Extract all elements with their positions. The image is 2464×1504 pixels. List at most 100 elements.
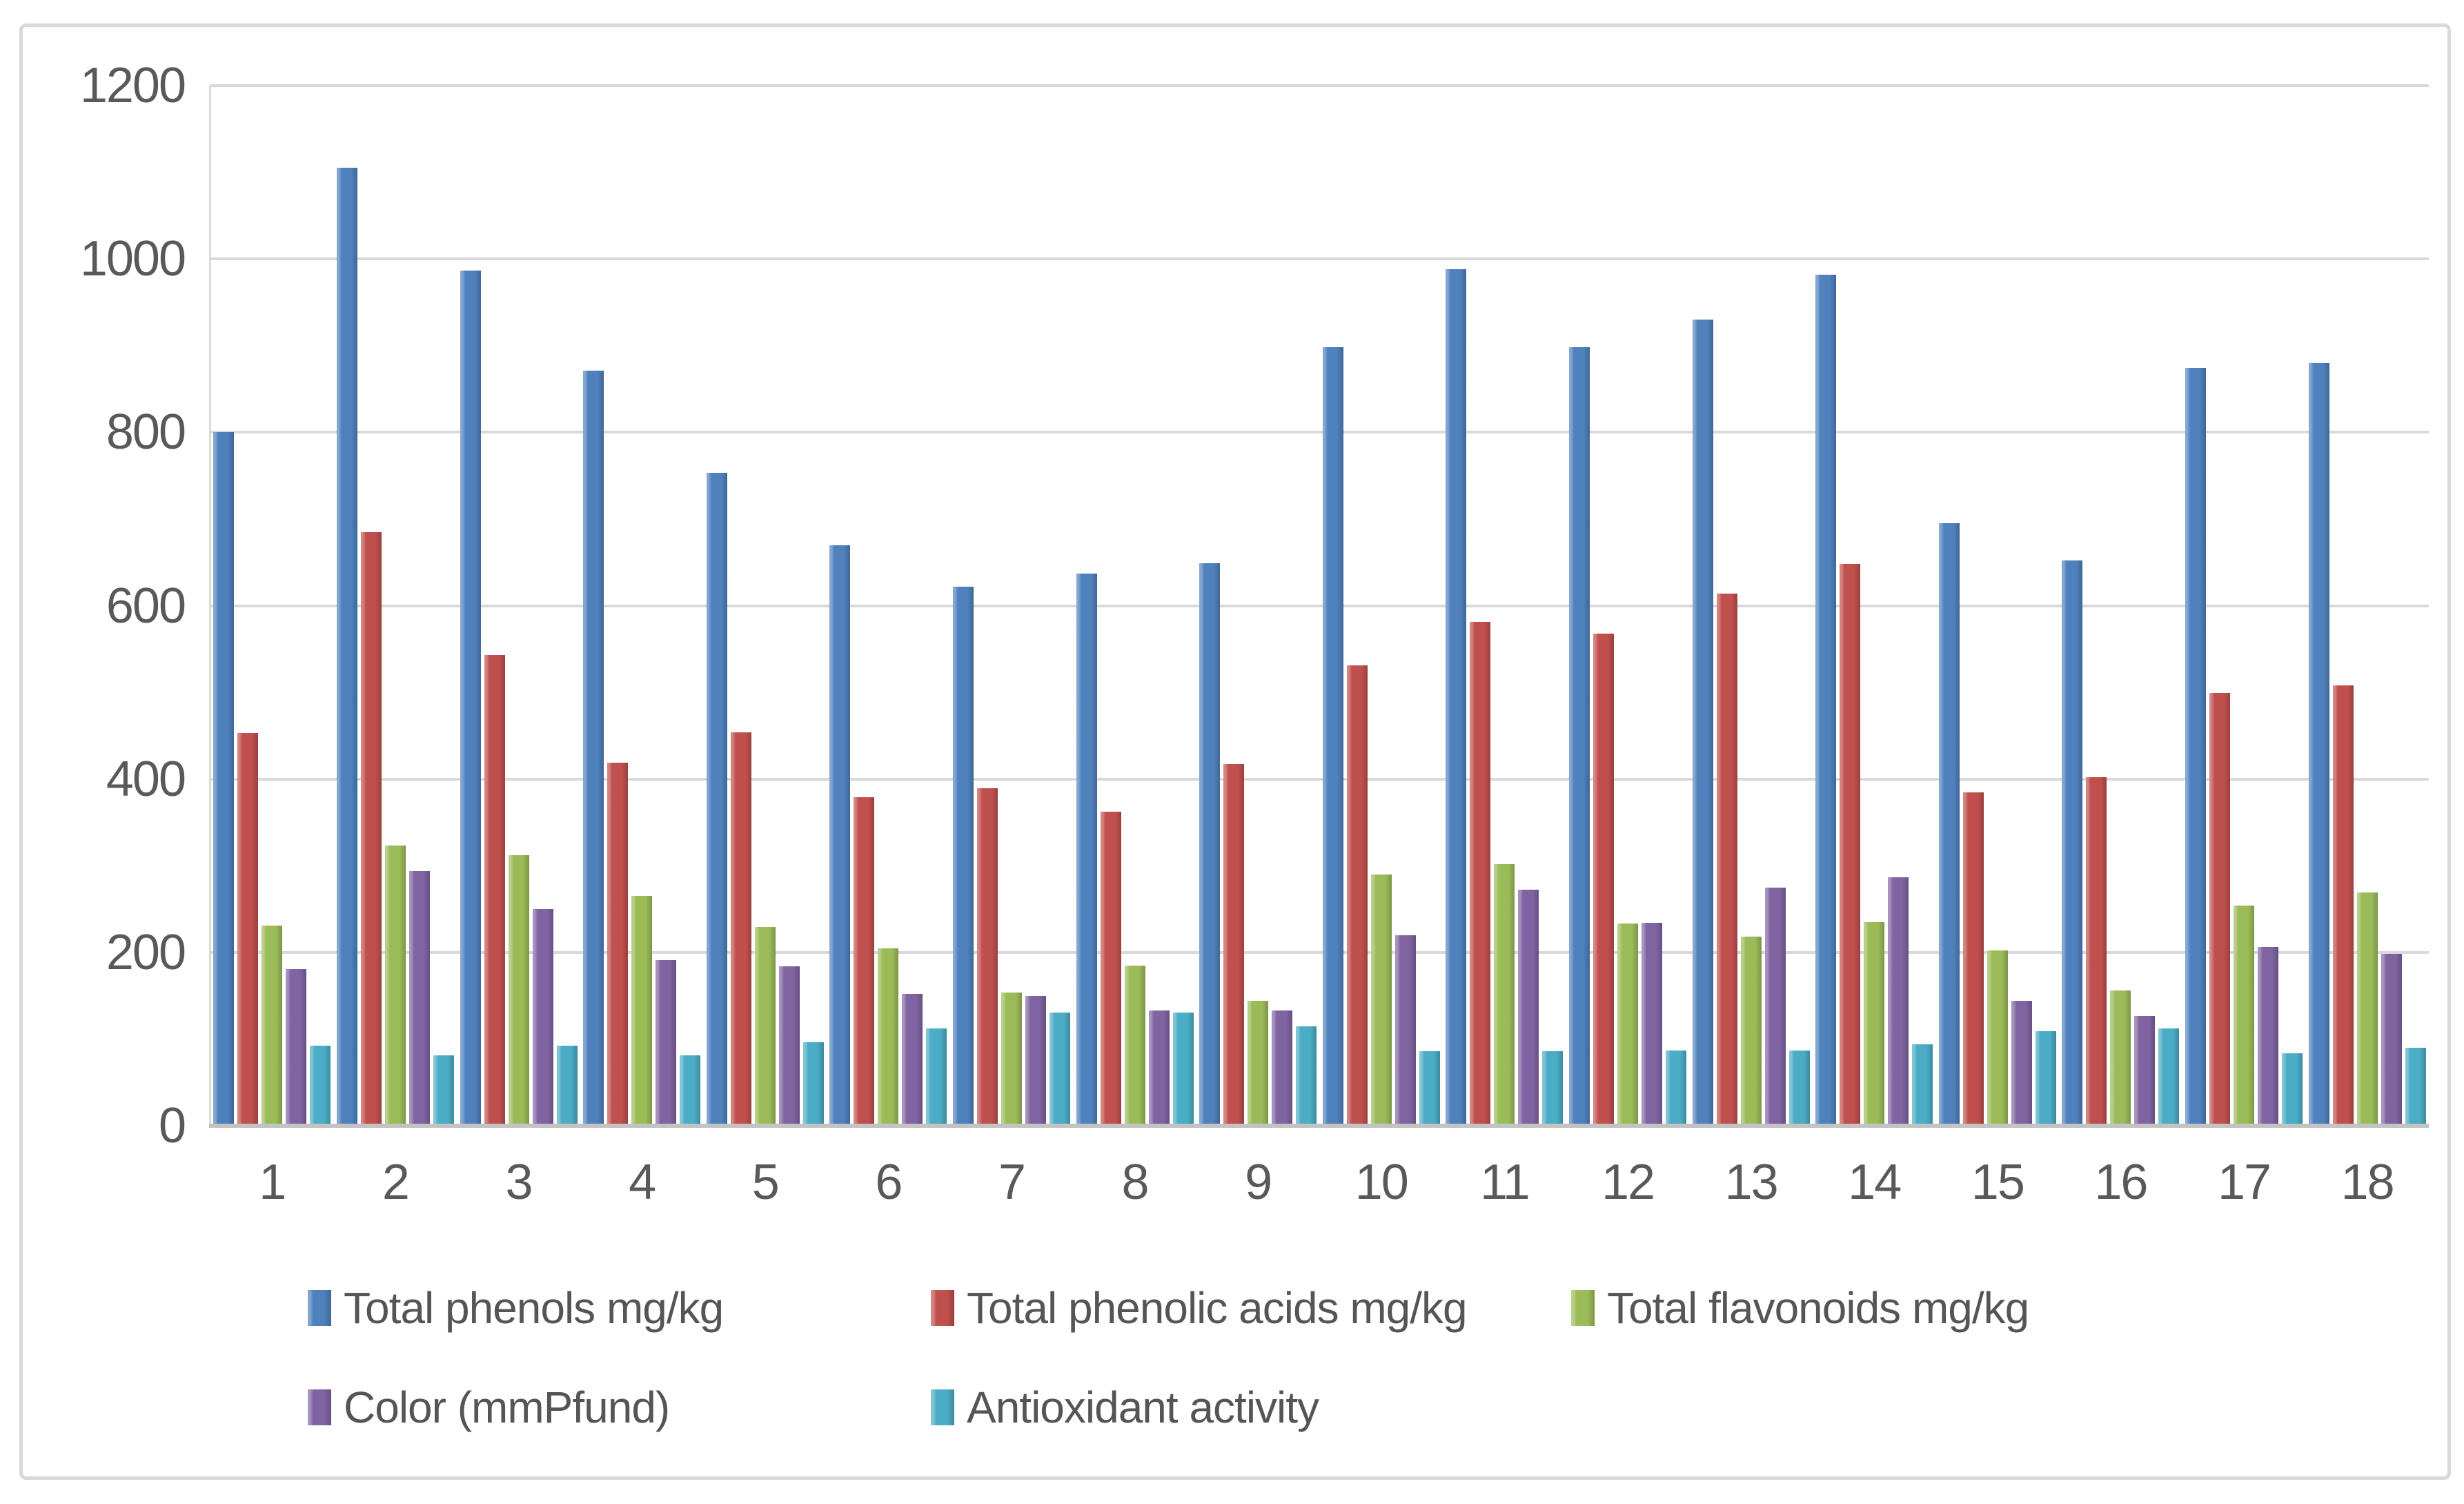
x-axis-category-label: 7	[998, 1155, 1026, 1210]
x-axis-category-label: 1	[259, 1155, 286, 1210]
bar-total-phenolic-acids-mg-kg-10	[1346, 665, 1368, 1126]
bar-group-14	[1813, 86, 1936, 1126]
bar-antioxidant-activity-16	[2158, 1028, 2180, 1126]
bar-total-phenolic-acids-mg-kg-9	[1223, 764, 1245, 1126]
bar-total-phenols-mg-kg-3	[460, 270, 481, 1126]
bar-antioxidant-activity-4	[680, 1055, 701, 1126]
bar-antioxidant-activity-18	[2405, 1047, 2426, 1126]
bar-group-13	[1689, 86, 1813, 1126]
gridline-600	[210, 604, 2429, 607]
legend-swatch-color-mmpfund	[308, 1389, 331, 1425]
bar-total-phenolic-acids-mg-kg-18	[2332, 685, 2354, 1126]
x-axis-category-label: 8	[1121, 1155, 1150, 1210]
bar-total-flavonoids-mg-kg-4	[631, 896, 653, 1126]
bar-total-phenolic-acids-mg-kg-12	[1593, 633, 1614, 1126]
bar-group-18	[2305, 86, 2429, 1126]
bar-total-phenolic-acids-mg-kg-8	[1100, 812, 1121, 1126]
bar-color-mmpfund-16	[2134, 1015, 2156, 1126]
bar-color-mmpfund-15	[2011, 1001, 2032, 1126]
legend-swatch-antioxidant-activity	[931, 1389, 954, 1425]
x-axis-category-label: 11	[1480, 1155, 1530, 1210]
x-axis-category-label: 4	[629, 1155, 656, 1210]
bar-antioxidant-activity-8	[1172, 1012, 1194, 1126]
bar-color-mmpfund-2	[408, 870, 430, 1126]
bar-groups	[210, 86, 2429, 1126]
bar-total-phenols-mg-kg-15	[1938, 523, 1960, 1126]
bar-color-mmpfund-13	[1764, 887, 1786, 1126]
x-axis-category-label: 17	[2218, 1155, 2271, 1210]
bar-antioxidant-activity-3	[556, 1046, 578, 1126]
y-axis-tick-label: 800	[106, 404, 186, 460]
bar-color-mmpfund-4	[656, 960, 677, 1126]
legend-item-color-mmpfund: Color (mmPfund)	[308, 1385, 670, 1430]
bar-group-6	[827, 86, 950, 1126]
chart-border	[19, 23, 2451, 1480]
x-axis-category-label: 16	[2094, 1155, 2148, 1210]
bar-total-phenolic-acids-mg-kg-1	[237, 733, 259, 1126]
bar-total-flavonoids-mg-kg-12	[1617, 924, 1638, 1126]
gridline-400	[210, 777, 2429, 781]
x-axis-category-label: 2	[382, 1155, 410, 1210]
y-axis-tick-label: 0	[158, 1098, 186, 1153]
bar-antioxidant-activity-10	[1419, 1051, 1440, 1126]
bar-antioxidant-activity-11	[1542, 1051, 1564, 1126]
bar-color-mmpfund-12	[1642, 923, 1662, 1126]
bar-total-phenols-mg-kg-14	[1815, 274, 1837, 1126]
bar-total-flavonoids-mg-kg-1	[262, 925, 283, 1126]
bar-color-mmpfund-1	[286, 968, 307, 1126]
bar-total-flavonoids-mg-kg-18	[2356, 892, 2378, 1126]
bar-total-phenolic-acids-mg-kg-14	[1840, 564, 1861, 1126]
bar-antioxidant-activity-12	[1666, 1050, 1686, 1126]
bar-total-phenols-mg-kg-5	[706, 473, 727, 1126]
bar-group-15	[1936, 86, 2060, 1126]
bar-total-phenols-mg-kg-16	[2062, 560, 2083, 1126]
bar-total-phenols-mg-kg-9	[1199, 563, 1221, 1126]
bar-total-phenolic-acids-mg-kg-13	[1716, 593, 1737, 1126]
x-axis-category-label: 6	[875, 1155, 903, 1210]
bar-antioxidant-activity-14	[1912, 1044, 1933, 1126]
y-axis-tick-label: 400	[106, 751, 186, 807]
legend-label: Antioxidant activity	[967, 1383, 1319, 1432]
bar-group-4	[580, 86, 704, 1126]
bar-total-phenols-mg-kg-12	[1569, 347, 1590, 1126]
legend-item-total-phenolic-acids-mg-kg: Total phenolic acids mg/kg	[931, 1285, 1468, 1331]
bar-total-flavonoids-mg-kg-16	[2110, 990, 2131, 1126]
bar-total-phenolic-acids-mg-kg-16	[2086, 777, 2107, 1126]
bar-total-phenols-mg-kg-11	[1446, 269, 1467, 1126]
x-axis-category-label: 3	[505, 1155, 533, 1210]
bar-antioxidant-activity-6	[926, 1028, 947, 1126]
bar-group-7	[950, 86, 1074, 1126]
x-axis-category-label: 13	[1724, 1155, 1779, 1210]
gridline-200	[210, 950, 2429, 954]
x-axis-line	[209, 1124, 2429, 1128]
bar-total-flavonoids-mg-kg-10	[1370, 874, 1392, 1126]
bar-group-3	[457, 86, 580, 1126]
bar-color-mmpfund-11	[1518, 890, 1539, 1126]
bar-antioxidant-activity-7	[1049, 1012, 1070, 1126]
bar-total-flavonoids-mg-kg-3	[508, 855, 529, 1126]
legend-swatch-total-flavonoids-mg-kg	[1571, 1290, 1595, 1326]
bar-color-mmpfund-5	[778, 966, 800, 1126]
gridline-1200	[210, 84, 2429, 87]
bar-total-flavonoids-mg-kg-8	[1124, 965, 1145, 1126]
x-axis-category-label: 12	[1601, 1155, 1655, 1210]
plot-area	[209, 84, 2429, 1128]
bar-total-phenolic-acids-mg-kg-6	[854, 797, 875, 1126]
bar-group-2	[334, 86, 457, 1126]
bar-color-mmpfund-9	[1272, 1010, 1293, 1126]
bar-total-phenols-mg-kg-17	[2185, 368, 2207, 1126]
bar-total-flavonoids-mg-kg-13	[1740, 937, 1762, 1126]
bar-total-phenols-mg-kg-10	[1322, 347, 1343, 1126]
bar-antioxidant-activity-13	[1788, 1050, 1810, 1126]
bar-total-flavonoids-mg-kg-6	[878, 948, 899, 1126]
y-axis-tick-label: 1200	[79, 58, 186, 113]
bar-color-mmpfund-6	[902, 994, 923, 1126]
bar-total-flavonoids-mg-kg-5	[754, 927, 776, 1126]
bar-total-phenols-mg-kg-13	[1692, 320, 1713, 1126]
y-axis-tick-label: 1000	[79, 231, 186, 287]
bar-antioxidant-activity-2	[433, 1055, 454, 1126]
bar-group-1	[210, 86, 334, 1126]
bar-total-phenolic-acids-mg-kg-7	[976, 788, 998, 1126]
legend-item-total-phenols-mg-kg: Total phenols mg/kg	[308, 1285, 724, 1331]
